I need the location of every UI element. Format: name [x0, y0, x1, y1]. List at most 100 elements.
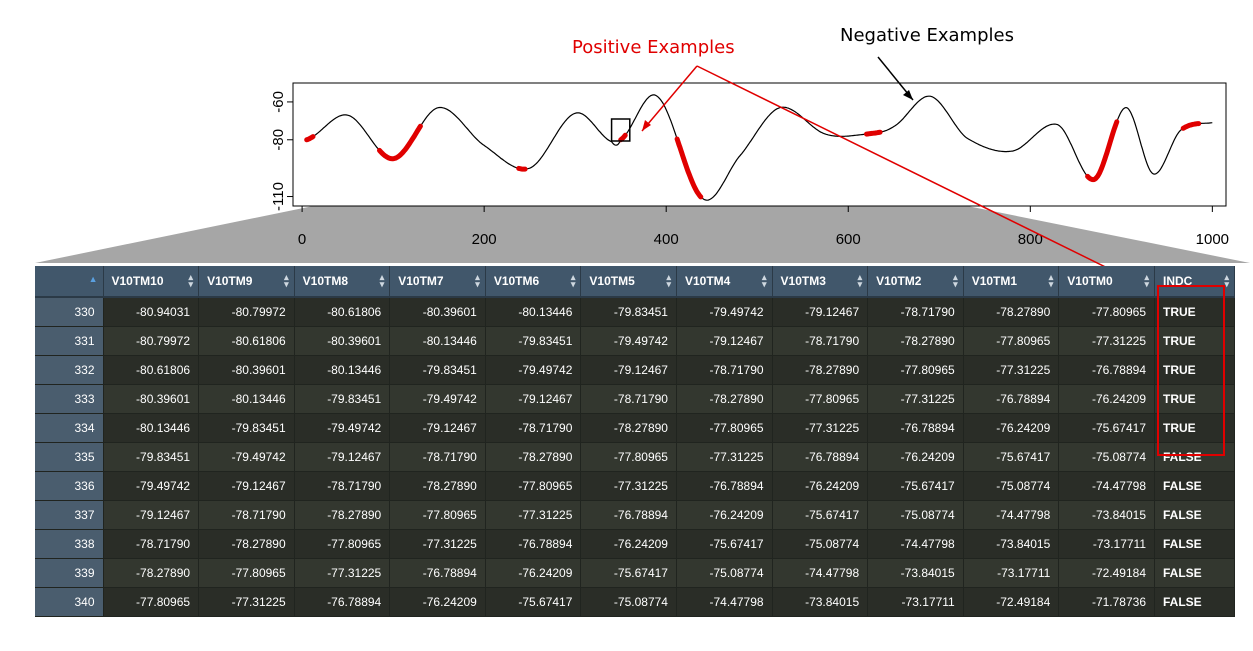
value-cell: -79.83451 — [103, 442, 200, 472]
value-cell: -79.49742 — [485, 355, 582, 385]
positive-segment — [1085, 119, 1120, 183]
value-cell: -75.08774 — [676, 558, 773, 588]
value-cell: -80.79972 — [198, 297, 295, 327]
table-row[interactable]: 336 -79.49742 -79.12467 -78.71790 -78.27890-… — [35, 471, 1235, 501]
table-row[interactable]: 333 -80.39601 -80.13446 -79.83451 -79.49742-… — [35, 384, 1235, 414]
column-header[interactable]: V10TM8 ▴ ▾ — [294, 266, 391, 298]
column-header[interactable]: V10TM10 ▴ ▾ — [103, 266, 200, 298]
value-cell: -75.08774 — [867, 500, 964, 530]
column-header[interactable]: V10TM0 ▴ ▾ — [1058, 266, 1155, 298]
indc-cell: FALSE — [1154, 471, 1235, 501]
x-tick-label: 600 — [836, 231, 861, 248]
positive-segments — [304, 119, 1202, 200]
sort-icon[interactable]: ▴ ▾ — [857, 272, 863, 289]
value-cell: -74.47798 — [1058, 471, 1155, 501]
column-header-label: V10TM1 — [971, 274, 1018, 288]
column-header[interactable]: V10TM6 ▴ ▾ — [485, 266, 582, 298]
table-row[interactable]: 331 -80.79972 -80.61806 -80.39601 -80.13446-… — [35, 326, 1235, 356]
table-body: 330 -80.94031 -80.79972 -80.61806 -80.39601-… — [35, 297, 1235, 617]
indc-cell: TRUE — [1154, 326, 1235, 356]
value-cell: -80.61806 — [198, 326, 295, 356]
row-index-header[interactable]: ▲ — [35, 266, 104, 298]
row-index-cell: 330 — [35, 297, 104, 327]
value-cell: -78.27890 — [963, 297, 1060, 327]
indc-cell: FALSE — [1154, 529, 1235, 559]
row-index-cell: 338 — [35, 529, 104, 559]
plot-frame — [292, 82, 1227, 207]
value-cell: -75.67417 — [963, 442, 1060, 472]
data-table: ▲ V10TM10 ▴ ▾ V10TM9 ▴ ▾ V10TM8 ▴ ▾ V10TM7 ▴ ▾ V10TM… — [35, 266, 1235, 617]
table-row[interactable]: 337 -79.12467 -78.71790 -78.27890 -77.80965-… — [35, 500, 1235, 530]
column-header[interactable]: V10TM2 ▴ ▾ — [867, 266, 964, 298]
value-cell: -78.27890 — [676, 384, 773, 414]
sort-icon[interactable]: ▴ ▾ — [475, 272, 480, 289]
table-row[interactable]: 338 -78.71790 -78.27890 -77.80965 -77.31225-… — [35, 529, 1235, 559]
value-cell: -76.78894 — [867, 413, 964, 443]
value-cell: -73.17711 — [867, 587, 964, 617]
value-cell: -73.17711 — [1058, 529, 1155, 559]
value-cell: -79.49742 — [294, 413, 391, 443]
table-row[interactable]: 339 -78.27890 -77.80965 -77.31225 -76.78894-… — [35, 558, 1235, 588]
sort-icon[interactable]: ▴ ▾ — [1048, 272, 1054, 289]
column-header[interactable]: V10TM5 ▴ ▾ — [580, 266, 677, 298]
value-cell: -80.39601 — [294, 326, 391, 356]
table-row[interactable]: 334 -80.13446 -79.83451 -79.49742 -79.12467-… — [35, 413, 1235, 443]
value-cell: -79.83451 — [198, 413, 295, 443]
sort-icon[interactable]: ▴ ▾ — [1224, 272, 1229, 289]
positive-segment — [377, 123, 423, 162]
value-cell: -77.31225 — [580, 471, 677, 501]
column-header-label: INDC — [1163, 274, 1193, 288]
indc-cell: FALSE — [1154, 500, 1235, 530]
column-header[interactable]: V10TM1 ▴ ▾ — [963, 266, 1060, 298]
sort-icon[interactable]: ▴ ▾ — [570, 272, 576, 289]
value-cell: -79.12467 — [580, 355, 677, 385]
x-tick-label: 800 — [1018, 231, 1043, 248]
value-cell: -73.84015 — [772, 587, 869, 617]
x-tick-label: 1000 — [1196, 231, 1229, 248]
value-cell: -79.49742 — [198, 442, 295, 472]
table-row[interactable]: 335 -79.83451 -79.49742 -79.12467 -78.71790-… — [35, 442, 1235, 472]
positive-segment — [304, 134, 316, 143]
value-cell: -78.71790 — [389, 442, 486, 472]
value-cell: -77.80965 — [389, 500, 486, 530]
value-cell: -79.49742 — [103, 471, 200, 501]
value-cell: -75.08774 — [580, 587, 677, 617]
value-cell: -79.49742 — [580, 326, 677, 356]
value-cell: -80.79972 — [103, 326, 200, 356]
column-header[interactable]: INDC ▴ ▾ — [1154, 266, 1235, 298]
sort-icon[interactable]: ▴ ▾ — [379, 272, 385, 289]
sort-icon[interactable]: ▴ ▾ — [188, 272, 194, 289]
positive-segment — [1180, 121, 1202, 131]
sort-icon[interactable]: ▴ ▾ — [1144, 272, 1149, 289]
table-row[interactable]: 330 -80.94031 -80.79972 -80.61806 -80.39601-… — [35, 297, 1235, 327]
value-cell: -73.17711 — [963, 558, 1060, 588]
value-cell: -79.49742 — [676, 297, 773, 327]
value-cell: -78.71790 — [103, 529, 200, 559]
sort-icon[interactable]: ▴ ▾ — [666, 272, 671, 289]
value-cell: -78.27890 — [485, 442, 582, 472]
row-index-cell: 331 — [35, 326, 104, 356]
value-cell: -75.67417 — [867, 471, 964, 501]
value-cell: -78.71790 — [294, 471, 391, 501]
column-header-label: V10TM6 — [493, 274, 540, 288]
value-cell: -80.61806 — [294, 297, 391, 327]
sort-icon[interactable]: ▴ ▾ — [953, 272, 958, 289]
value-cell: -76.24209 — [1058, 384, 1155, 414]
value-cell: -73.84015 — [963, 529, 1060, 559]
column-header-label: V10TM8 — [302, 274, 349, 288]
table-row[interactable]: 332 -80.61806 -80.39601 -80.13446 -79.83451-… — [35, 355, 1235, 385]
sort-icon[interactable]: ▴ ▾ — [762, 272, 767, 289]
column-header[interactable]: V10TM7 ▴ ▾ — [389, 266, 486, 298]
column-header[interactable]: V10TM9 ▴ ▾ — [198, 266, 295, 298]
value-cell: -74.47798 — [676, 587, 773, 617]
value-cell: -77.31225 — [294, 558, 391, 588]
column-header[interactable]: V10TM4 ▴ ▾ — [676, 266, 773, 298]
value-cell: -77.80965 — [580, 442, 677, 472]
value-cell: -79.12467 — [389, 413, 486, 443]
value-cell: -79.12467 — [676, 326, 773, 356]
value-cell: -79.83451 — [389, 355, 486, 385]
table-row[interactable]: 340 -77.80965 -77.31225 -76.78894 -76.24209-… — [35, 587, 1235, 617]
column-header[interactable]: V10TM3 ▴ ▾ — [772, 266, 869, 298]
sort-icon[interactable]: ▴ ▾ — [284, 272, 289, 289]
value-cell: -71.78736 — [1058, 587, 1155, 617]
